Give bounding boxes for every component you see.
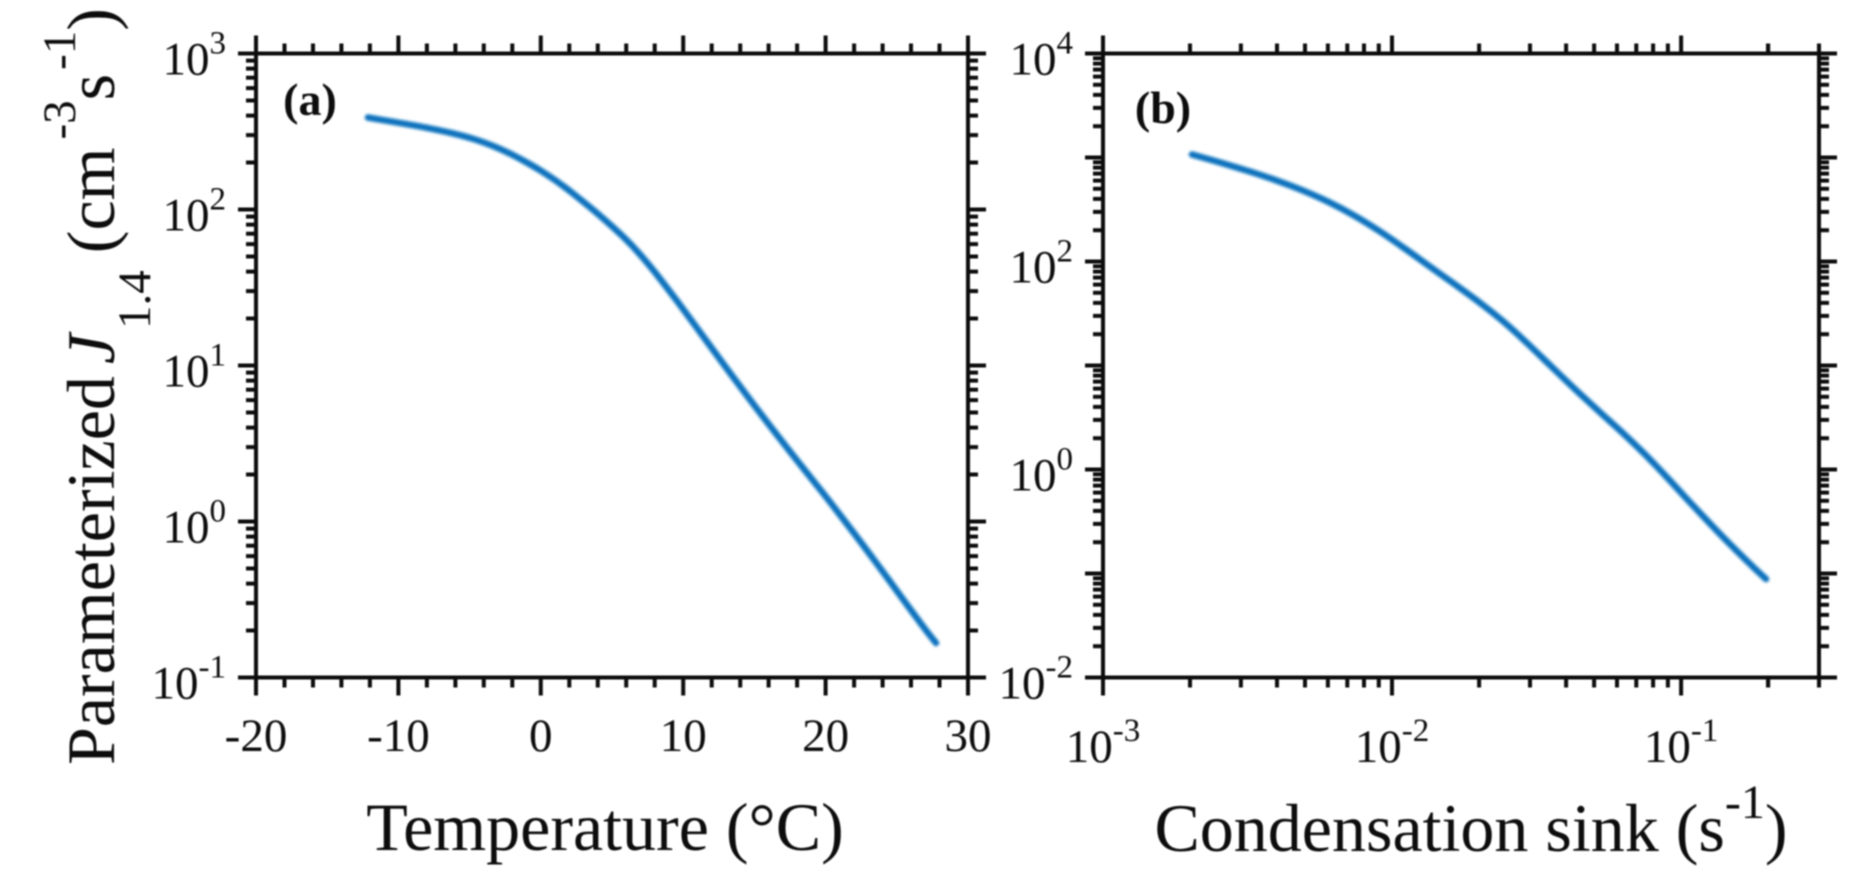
svg-text:-20: -20 (225, 710, 288, 762)
svg-text:10-3: 10-3 (1066, 713, 1141, 773)
svg-text:30: 30 (945, 710, 992, 762)
svg-text:Condensation sink (s-1): Condensation sink (s-1) (1154, 776, 1787, 866)
svg-text:(b): (b) (1135, 82, 1191, 133)
svg-text:10-2: 10-2 (1355, 713, 1430, 773)
svg-text:Temperature (°C): Temperature (°C) (366, 789, 843, 865)
svg-text:10: 10 (660, 710, 707, 762)
svg-text:0: 0 (529, 710, 553, 762)
svg-text:20: 20 (802, 710, 849, 762)
svg-text:-10: -10 (367, 710, 430, 762)
svg-text:(a): (a) (283, 74, 337, 125)
